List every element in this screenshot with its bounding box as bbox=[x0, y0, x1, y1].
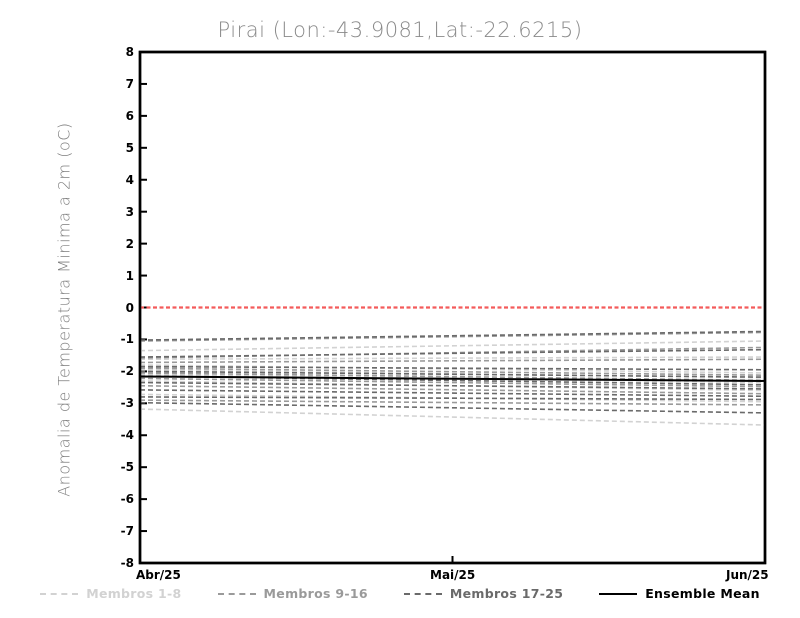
series-line bbox=[139, 399, 766, 406]
series-line bbox=[139, 377, 766, 388]
y-tick-label: -1 bbox=[120, 332, 134, 347]
legend-swatch-icon bbox=[40, 592, 79, 595]
legend-swatch-icon bbox=[403, 592, 442, 595]
y-tick-label: 1 bbox=[125, 268, 134, 283]
legend-swatch-icon bbox=[599, 592, 638, 595]
legend-item[interactable]: Membros 9-16 bbox=[217, 586, 368, 601]
series-line bbox=[139, 330, 766, 341]
series-line bbox=[139, 401, 766, 414]
y-tick-label: 7 bbox=[125, 76, 134, 91]
series-line bbox=[139, 384, 766, 395]
series-line bbox=[139, 396, 766, 401]
series-line bbox=[139, 370, 766, 378]
legend-label: Membros 1-8 bbox=[86, 586, 182, 601]
y-tick-label: 4 bbox=[125, 172, 134, 187]
y-tick-label: -8 bbox=[120, 556, 134, 570]
series-line bbox=[139, 389, 766, 398]
y-tick-label: -4 bbox=[120, 428, 134, 443]
series-line bbox=[139, 367, 766, 377]
y-tick-label: -2 bbox=[120, 364, 134, 379]
legend-item[interactable]: Membros 1-8 bbox=[40, 586, 181, 601]
series-line bbox=[139, 358, 766, 364]
series-line bbox=[139, 372, 766, 382]
series-line bbox=[139, 375, 766, 382]
legend-item[interactable]: Membros 17-25 bbox=[403, 586, 564, 601]
x-tick-label: Jun/25 bbox=[726, 568, 769, 582]
y-tick-label: 3 bbox=[125, 204, 134, 219]
y-tick-label: -5 bbox=[120, 460, 134, 475]
y-tick-label: 0 bbox=[125, 300, 134, 315]
y-tick-label: 8 bbox=[125, 45, 134, 59]
legend-label: Membros 17-25 bbox=[449, 586, 564, 601]
x-tick-label: Abr/25 bbox=[136, 568, 181, 582]
series-line bbox=[139, 331, 766, 342]
legend-item[interactable]: Ensemble Mean bbox=[599, 586, 760, 601]
y-tick-label: -3 bbox=[120, 396, 134, 411]
legend-label: Ensemble Mean bbox=[645, 586, 760, 601]
plot-frame-overlay bbox=[138, 50, 767, 565]
series-line bbox=[139, 356, 766, 361]
chart-legend: Membros 1-8 Membros 9-16 Membros 17-25 Ense… bbox=[0, 586, 800, 601]
series-line bbox=[139, 340, 766, 352]
chart-title: Pirai (Lon:-43.9081,Lat:-22.6215) bbox=[217, 18, 583, 42]
legend-label: Membros 9-16 bbox=[263, 586, 368, 601]
y-tick-label: -7 bbox=[120, 524, 134, 539]
y-tick-label: 2 bbox=[125, 236, 134, 251]
series-line bbox=[139, 408, 766, 426]
y-tick-label: -6 bbox=[120, 492, 134, 507]
y-tick-label: 5 bbox=[125, 140, 134, 155]
series-line bbox=[139, 365, 766, 371]
series-line bbox=[139, 348, 766, 358]
x-tick-label: Mai/25 bbox=[430, 568, 476, 582]
y-tick-label: 6 bbox=[125, 108, 134, 123]
series-line bbox=[139, 381, 766, 390]
legend-swatch-icon bbox=[217, 592, 256, 595]
